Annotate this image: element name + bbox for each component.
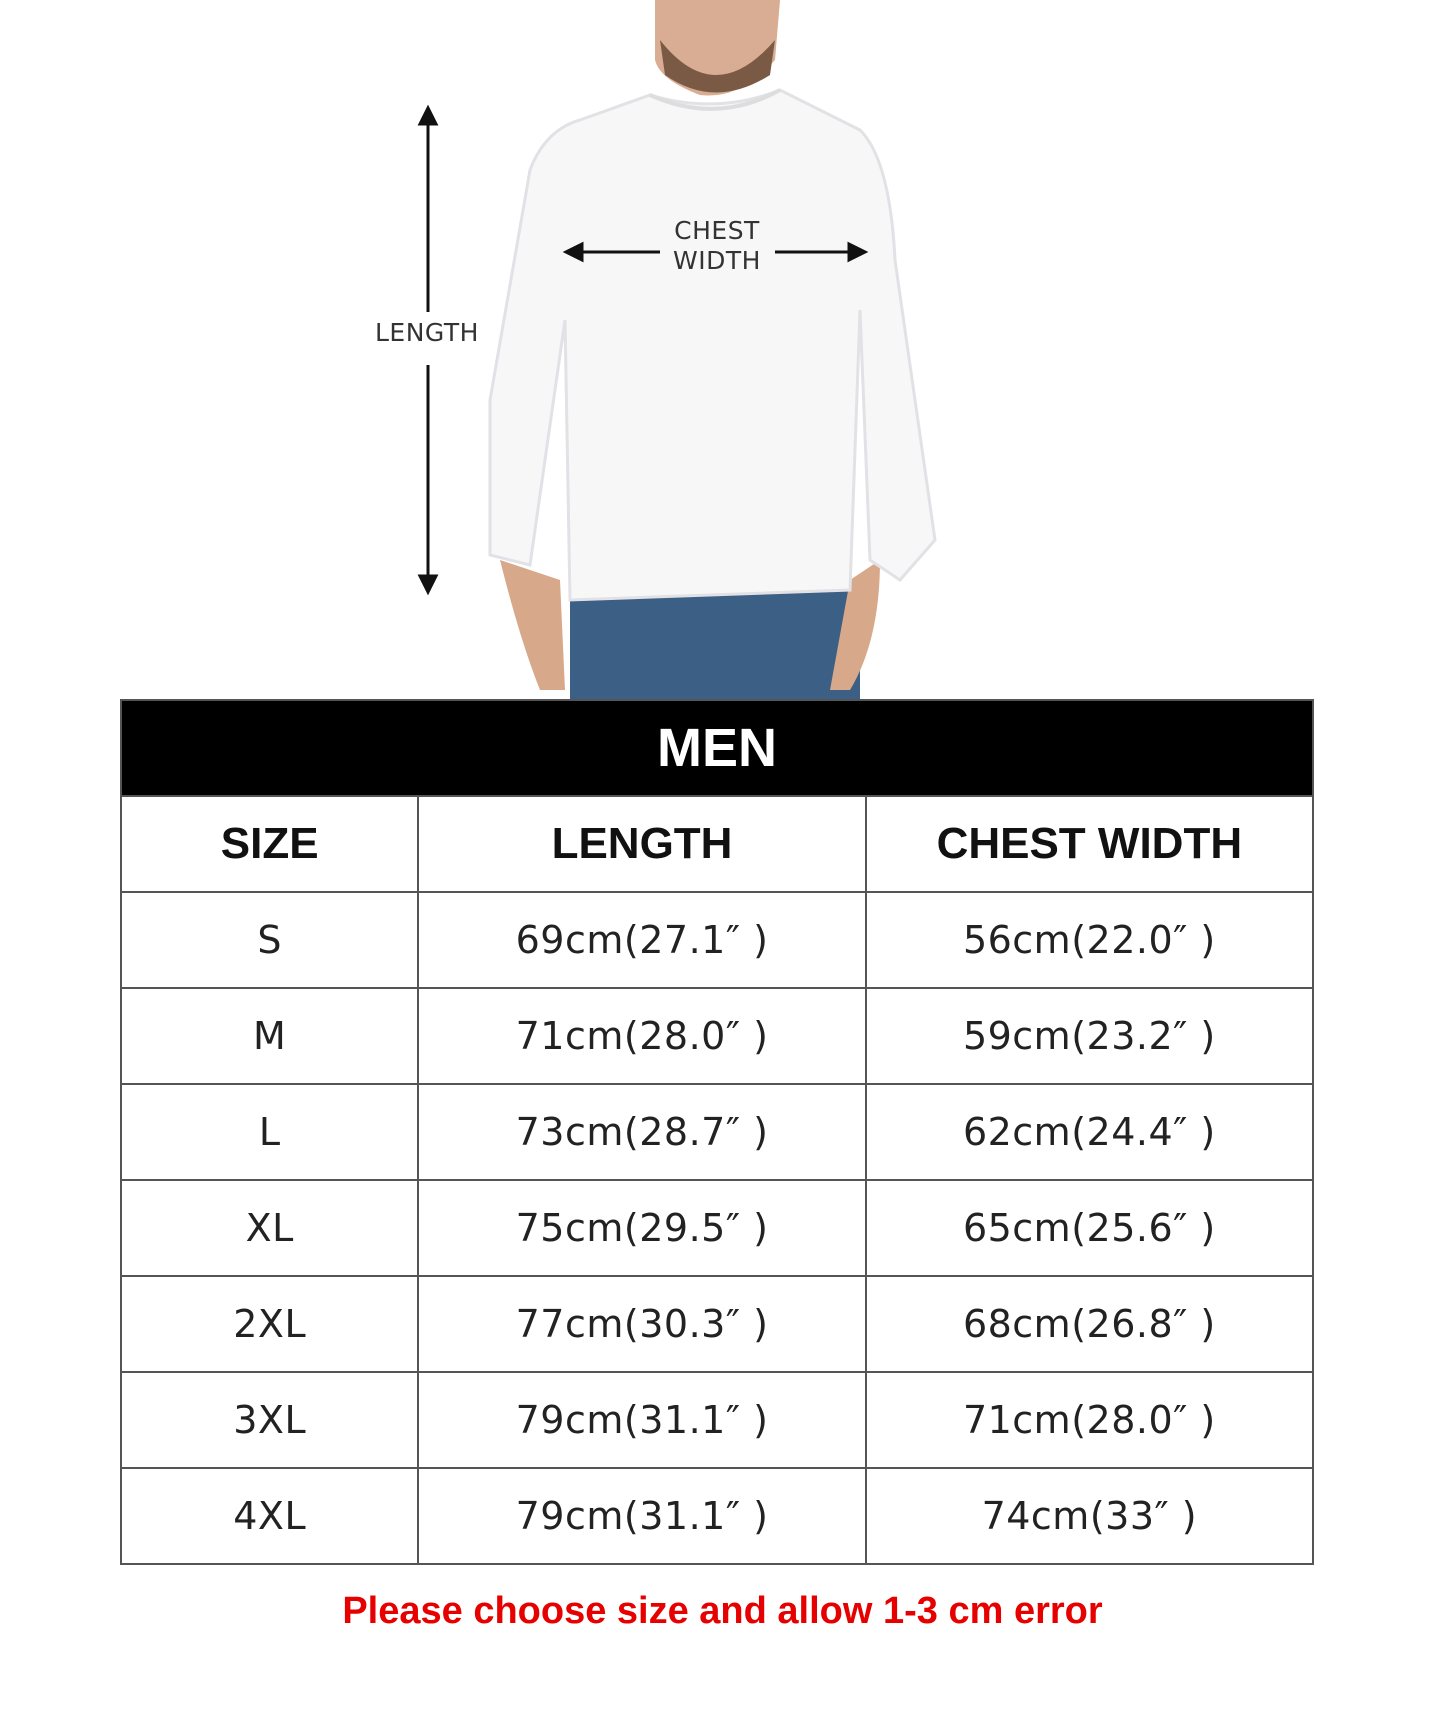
chest-cell: 56cm(22.0″ ) bbox=[864, 891, 1315, 989]
size-cell: 3XL bbox=[119, 1371, 420, 1469]
length-cell: 77cm(30.3″ ) bbox=[417, 1275, 867, 1373]
chest-cell: 65cm(25.6″ ) bbox=[864, 1179, 1315, 1277]
length-cell: 73cm(28.7″ ) bbox=[417, 1083, 867, 1181]
model-figure bbox=[488, 0, 937, 700]
length-cell: 75cm(29.5″ ) bbox=[417, 1179, 867, 1277]
size-cell: M bbox=[119, 987, 420, 1085]
table-row: S 69cm(27.1″ ) 56cm(22.0″ ) bbox=[119, 891, 1315, 989]
size-cell: S bbox=[119, 891, 420, 989]
chest-width-arrows bbox=[562, 241, 869, 263]
table-row: 3XL 79cm(31.1″ ) 71cm(28.0″ ) bbox=[119, 1371, 1315, 1469]
chest-label-line1: CHEST bbox=[674, 216, 760, 245]
size-cell: 2XL bbox=[119, 1275, 420, 1373]
table-row: 2XL 77cm(30.3″ ) 68cm(26.8″ ) bbox=[119, 1275, 1315, 1373]
chest-cell: 68cm(26.8″ ) bbox=[864, 1275, 1315, 1373]
header-size: SIZE bbox=[119, 795, 420, 893]
chest-cell: 71cm(28.0″ ) bbox=[864, 1371, 1315, 1469]
table-row: L 73cm(28.7″ ) 62cm(24.4″ ) bbox=[119, 1083, 1315, 1181]
chest-cell: 59cm(23.2″ ) bbox=[864, 987, 1315, 1085]
table-row: M 71cm(28.0″ ) 59cm(23.2″ ) bbox=[119, 987, 1315, 1085]
size-cell: XL bbox=[119, 1179, 420, 1277]
length-label: LENGTH bbox=[375, 318, 479, 347]
size-chart-table: MEN SIZE LENGTH CHEST WIDTH S 69cm(27.1″ … bbox=[119, 699, 1315, 1565]
size-cell: 4XL bbox=[119, 1467, 420, 1565]
length-arrow bbox=[417, 104, 439, 596]
table-row: XL 75cm(29.5″ ) 65cm(25.6″ ) bbox=[119, 1179, 1315, 1277]
table-row: 4XL 79cm(31.1″ ) 74cm(33″ ) bbox=[119, 1467, 1315, 1565]
length-cell: 79cm(31.1″ ) bbox=[417, 1371, 867, 1469]
header-length: LENGTH bbox=[417, 795, 867, 893]
size-cell: L bbox=[119, 1083, 420, 1181]
chest-cell: 62cm(24.4″ ) bbox=[864, 1083, 1315, 1181]
table-title: MEN bbox=[120, 699, 1314, 797]
size-error-note: Please choose size and allow 1-3 cm erro… bbox=[342, 1590, 1103, 1632]
length-cell: 79cm(31.1″ ) bbox=[417, 1467, 867, 1565]
chest-cell: 74cm(33″ ) bbox=[864, 1467, 1315, 1565]
chest-label-line2: WIDTH bbox=[673, 246, 761, 275]
length-cell: 69cm(27.1″ ) bbox=[417, 891, 867, 989]
model-photo bbox=[417, 0, 937, 700]
length-cell: 71cm(28.0″ ) bbox=[417, 987, 867, 1085]
header-chest-width: CHEST WIDTH bbox=[864, 795, 1315, 893]
